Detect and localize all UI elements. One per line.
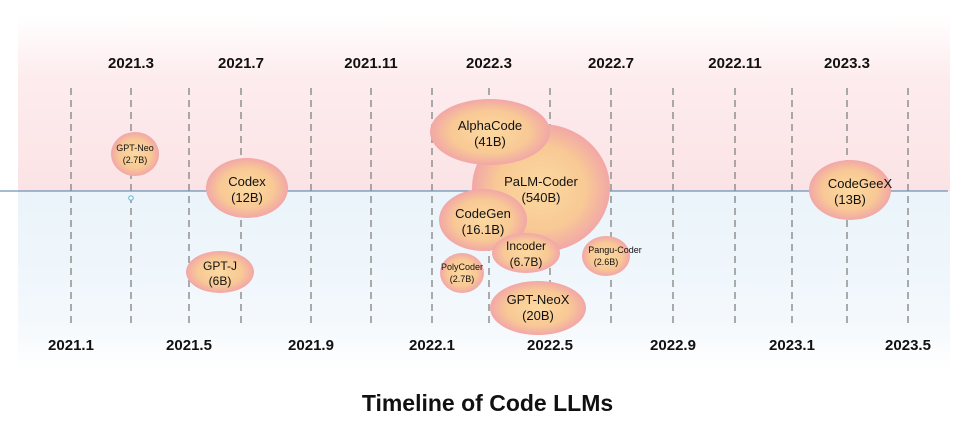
model-name: Incoder (506, 239, 546, 253)
model-name: GPT-NeoX (507, 292, 570, 307)
model-size: (6.7B) (510, 255, 543, 269)
model-name: Pangu-Coder (588, 245, 642, 255)
bottom-tick-label: 2023.5 (885, 337, 931, 354)
top-tick-label: 2021.3 (108, 55, 154, 72)
model-bubble-alphacode: AlphaCode (41B) (430, 99, 550, 165)
top-tick-label: 2022.11 (708, 55, 761, 72)
model-bubble-codegeex: CodeGeeX (13B) (809, 160, 892, 220)
model-name: CodeGen (455, 206, 511, 221)
bubble-shape (809, 160, 891, 220)
model-bubble-gpt-j: GPT-J (6B) (186, 251, 254, 293)
model-name: Codex (228, 174, 266, 189)
bottom-tick-labels: 2021.1 2021.5 2021.9 2022.1 2022.5 2022.… (48, 337, 931, 354)
model-size: (2.7B) (450, 274, 475, 284)
bottom-tick-label: 2021.1 (48, 337, 94, 354)
bottom-tick-label: 2021.5 (166, 337, 212, 354)
bubble-shape (111, 132, 159, 176)
model-size: (2.7B) (123, 155, 148, 165)
model-bubble-gpt-neox: GPT-NeoX (20B) (490, 281, 586, 335)
top-tick-labels: 2021.3 2021.7 2021.11 2022.3 2022.7 2022… (108, 55, 870, 72)
model-size: (6B) (209, 274, 232, 288)
bubble-shape (206, 158, 288, 218)
top-tick-label: 2022.7 (588, 55, 634, 72)
model-bubble-gpt-neo: GPT-Neo (2.7B) (111, 132, 159, 176)
model-size: (540B) (521, 190, 560, 205)
bubble-shape (492, 233, 560, 273)
model-bubble-codegen: CodeGen (16.1B) (439, 189, 527, 251)
model-name: CodeGeeX (828, 176, 893, 191)
bottom-tick-label: 2023.1 (769, 337, 815, 354)
model-size: (12B) (231, 190, 263, 205)
model-size: (2.6B) (594, 257, 619, 267)
bottom-tick-label: 2022.9 (650, 337, 696, 354)
model-name: GPT-J (203, 259, 237, 273)
model-name: GPT-Neo (116, 143, 154, 153)
diagram-title: Timeline of Code LLMs (361, 390, 614, 416)
top-tick-label: 2021.7 (218, 55, 264, 72)
model-size: (13B) (834, 192, 866, 207)
model-name: PolyCoder (441, 262, 483, 272)
top-tick-label: 2023.3 (824, 55, 870, 72)
bottom-tick-label: 2021.9 (288, 337, 334, 354)
bubble-shape (439, 189, 527, 251)
bottom-tick-label: 2022.5 (527, 337, 573, 354)
model-name: PaLM-Coder (504, 174, 578, 189)
bubble-shape (490, 281, 586, 335)
bubble-shape (430, 99, 550, 165)
top-tick-label: 2021.11 (344, 55, 397, 72)
model-bubble-codex: Codex (12B) (206, 158, 288, 218)
axis-marker (128, 195, 134, 201)
model-size: (20B) (522, 308, 554, 323)
model-name: AlphaCode (458, 118, 522, 133)
bubble-shape (440, 253, 484, 293)
model-size: (16.1B) (462, 222, 505, 237)
model-bubble-polycoder: PolyCoder (2.7B) (440, 253, 484, 293)
model-size: (41B) (474, 134, 506, 149)
model-bubble-incoder: Incoder (6.7B) (492, 233, 560, 273)
bottom-tick-label: 2022.1 (409, 337, 455, 354)
model-bubble-pangu-coder: Pangu-Coder (2.6B) (582, 236, 642, 276)
bubble-shape (186, 251, 254, 293)
bubble-shape (582, 236, 630, 276)
top-tick-label: 2022.3 (466, 55, 512, 72)
